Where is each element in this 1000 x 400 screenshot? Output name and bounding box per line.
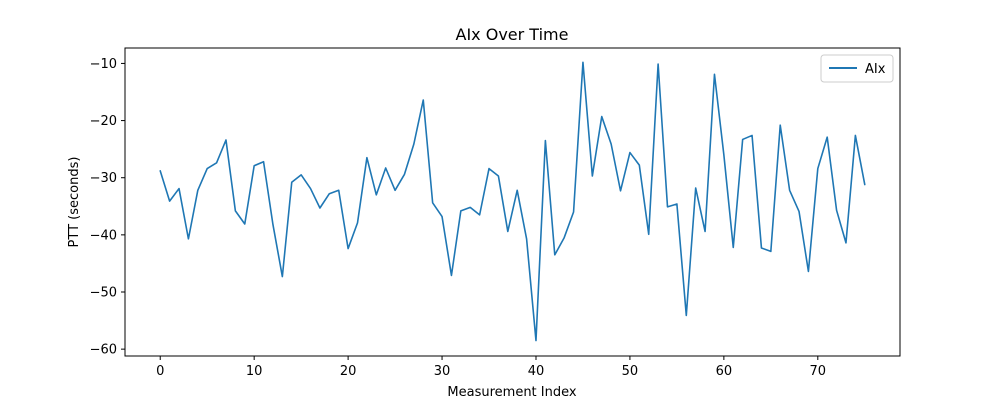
y-tick-label: −20 — [90, 114, 117, 129]
y-tick-label: −60 — [90, 343, 117, 358]
y-tick-label: −40 — [90, 228, 117, 243]
x-tick-label: 10 — [246, 364, 263, 379]
chart-title: AIx Over Time — [456, 25, 569, 44]
legend-label: AIx — [865, 62, 886, 77]
y-axis-label: PTT (seconds) — [67, 157, 82, 248]
plot-frame — [124, 47, 901, 357]
y-tick-label: −30 — [90, 171, 117, 186]
series-line-aix — [159, 61, 866, 342]
y-tick-label: −10 — [90, 57, 117, 72]
plot-area — [159, 61, 866, 342]
x-tick-label: 20 — [340, 364, 357, 379]
axis-ticks: 0 10 20 30 40 50 60 70 −60 −50 −40 −30 −20 −10 — [90, 57, 827, 379]
x-axis-label: Measurement Index — [447, 385, 576, 400]
x-tick-label: 30 — [434, 364, 451, 379]
x-tick-label: 70 — [810, 364, 827, 379]
x-tick-label: 0 — [156, 364, 164, 379]
y-tick-label: −50 — [90, 286, 117, 301]
x-tick-label: 60 — [716, 364, 733, 379]
x-tick-label: 40 — [528, 364, 545, 379]
x-tick-label: 50 — [622, 364, 639, 379]
legend: AIx — [820, 54, 894, 83]
